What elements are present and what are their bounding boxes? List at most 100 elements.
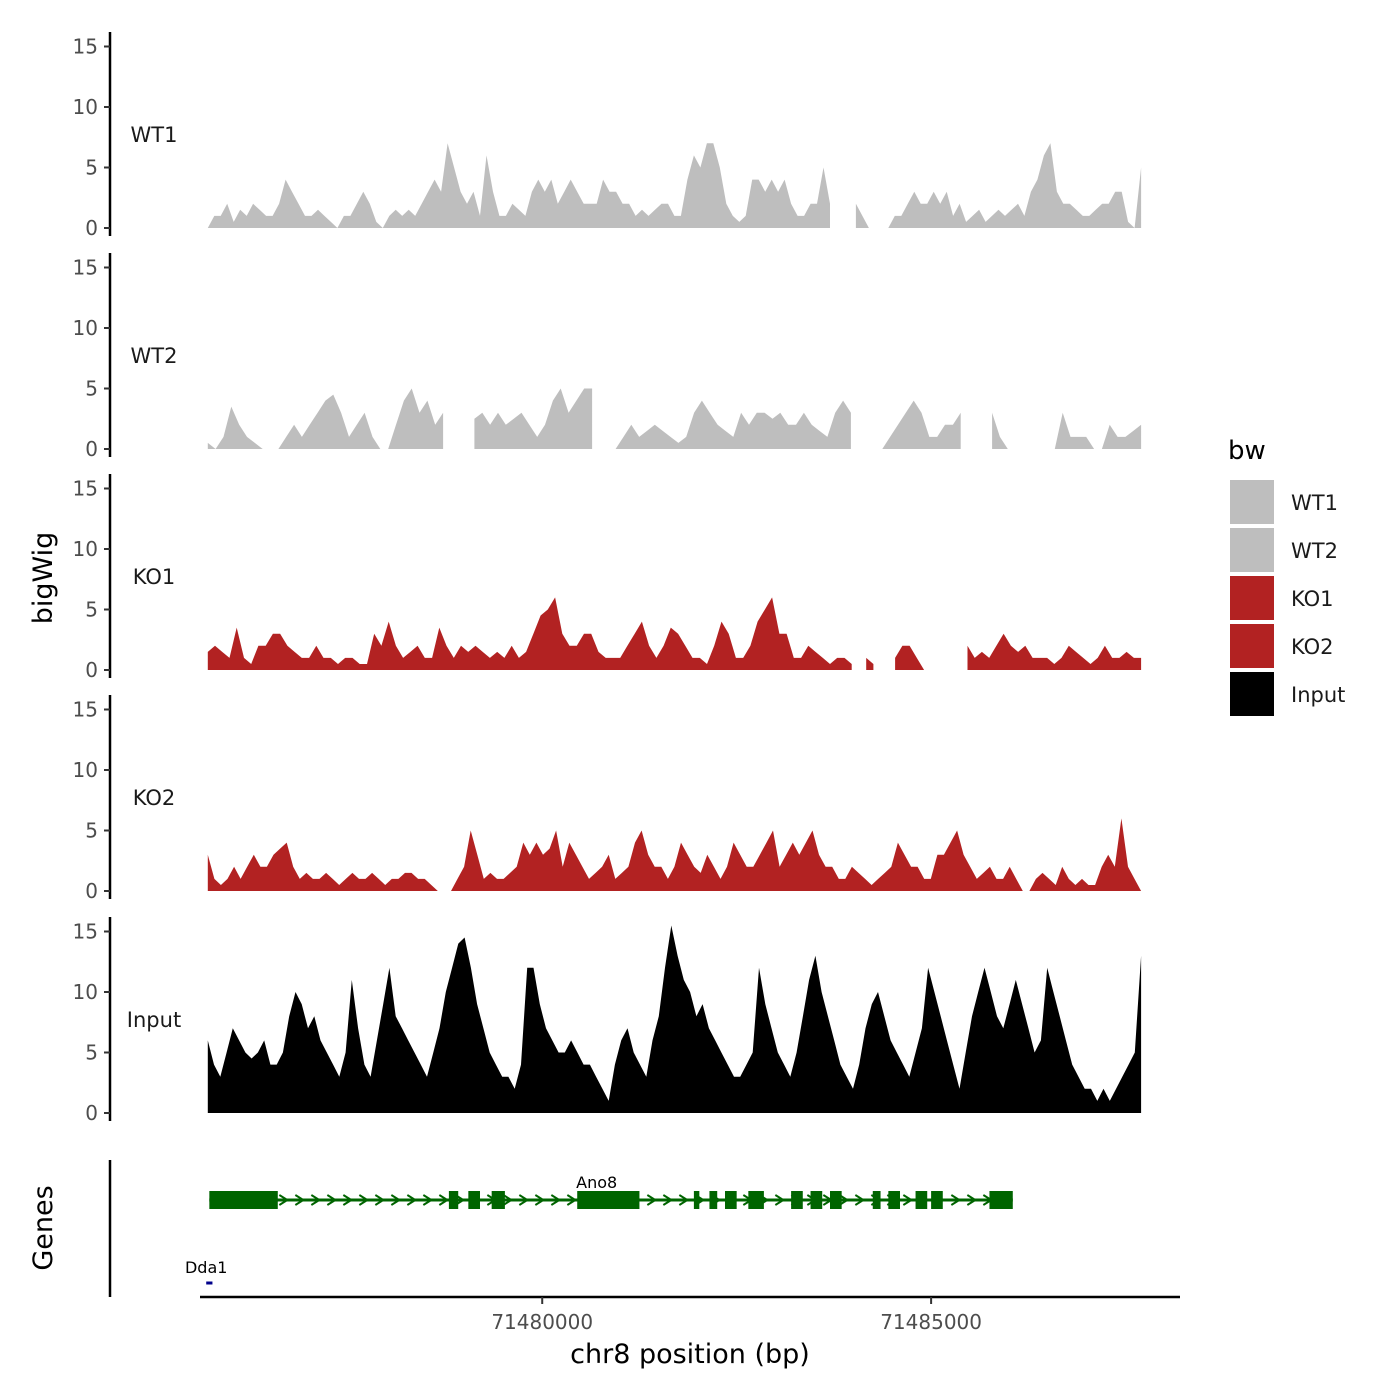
gene-exon <box>491 1191 505 1209</box>
track-ko1: 0 5 10 15 KO1 <box>73 474 1142 682</box>
y-tick-label: 10 <box>73 537 98 561</box>
strand-arrow <box>646 1194 658 1206</box>
legend-key-wt2 <box>1230 528 1274 572</box>
gene-exon <box>791 1191 803 1209</box>
strand-arrow <box>390 1194 402 1206</box>
legend-key-wt1 <box>1230 480 1274 524</box>
genes-axis-title: Genes <box>28 1185 59 1270</box>
y-tick-label: 5 <box>85 377 98 401</box>
gene-exon <box>693 1191 700 1209</box>
y-tick-label: 5 <box>85 819 98 843</box>
legend-key-ko1 <box>1230 576 1274 620</box>
strand-arrow <box>550 1194 562 1206</box>
y-tick-label: 10 <box>73 316 98 340</box>
gene-exon <box>915 1191 928 1209</box>
gene-dda1: Dda1 <box>185 1258 227 1285</box>
strand-arrow <box>966 1194 978 1206</box>
gene-exon <box>448 1191 459 1209</box>
gene-exon <box>468 1191 480 1209</box>
gene-exon <box>709 1191 718 1209</box>
track-input: 0 5 10 15 Input <box>73 917 1142 1125</box>
gene-exon <box>888 1191 900 1209</box>
y-tick-label: 15 <box>73 920 98 944</box>
gene-ano8: Ano8 <box>209 1173 1013 1209</box>
area-input <box>207 925 1142 1113</box>
strand-arrow <box>838 1194 850 1206</box>
strand-arrow <box>774 1194 786 1206</box>
gene-label: Ano8 <box>576 1173 617 1192</box>
legend: bw WT1 WT2 KO1 KO2 Input <box>1228 436 1345 716</box>
y-tick-label: 0 <box>85 658 98 682</box>
y-tick-label: 10 <box>73 980 98 1004</box>
track-label: WT2 <box>131 344 178 368</box>
y-tick-label: 0 <box>85 437 98 461</box>
x-tick-label: 71485000 <box>880 1310 982 1334</box>
tracks-layer: 0 5 10 15 WT1 0 5 10 15 WT2 0 5 10 15 KO1 0 5 10 15 KO2 0 5 10… <box>73 32 1142 1125</box>
strand-arrow <box>678 1194 690 1206</box>
strand-arrow <box>310 1194 322 1206</box>
strand-arrow <box>358 1194 370 1206</box>
gene-exon <box>810 1191 823 1209</box>
strand-arrow <box>342 1194 354 1206</box>
y-tick-label: 15 <box>73 698 98 722</box>
area-ko1 <box>207 597 1142 670</box>
y-tick-label: 5 <box>85 598 98 622</box>
legend-label-ko1: KO1 <box>1291 587 1334 611</box>
gene-exon <box>830 1191 842 1209</box>
y-tick-label: 5 <box>85 1041 98 1065</box>
gene-exon <box>748 1191 764 1209</box>
y-tick-label: 10 <box>73 95 98 119</box>
strand-arrow <box>854 1194 866 1206</box>
gene-exon <box>725 1191 737 1209</box>
legend-label-ko2: KO2 <box>1291 635 1334 659</box>
track-label: KO2 <box>133 786 176 810</box>
y-axis-title: bigWig <box>28 532 59 625</box>
strand-arrow <box>534 1194 546 1206</box>
strand-arrow <box>566 1194 578 1206</box>
strand-arrow <box>662 1194 674 1206</box>
track-label: WT1 <box>131 123 178 147</box>
track-label: Input <box>127 1008 181 1032</box>
genes-panel: Ano8 Dda1 <box>108 1160 1013 1297</box>
strand-arrow <box>326 1194 338 1206</box>
y-tick-label: 10 <box>73 758 98 782</box>
legend-label-wt1: WT1 <box>1291 491 1338 515</box>
strand-arrow <box>438 1194 450 1206</box>
strand-arrow <box>502 1194 514 1206</box>
track-ko2: 0 5 10 15 KO2 <box>73 695 1142 903</box>
strand-arrow <box>294 1194 306 1206</box>
legend-key-input <box>1230 672 1274 716</box>
gene-exon <box>931 1191 943 1209</box>
legend-label-wt2: WT2 <box>1291 539 1338 563</box>
legend-title: bw <box>1228 436 1266 466</box>
track-label: KO1 <box>133 565 176 589</box>
area-wt2 <box>207 388 1142 449</box>
y-tick-label: 5 <box>85 156 98 180</box>
gene-exon <box>209 1191 278 1209</box>
gene-exon <box>872 1191 881 1209</box>
gene-exon <box>577 1191 640 1209</box>
y-tick-label: 15 <box>73 477 98 501</box>
y-tick-label: 15 <box>73 256 98 280</box>
gene-label: Dda1 <box>185 1258 227 1277</box>
strand-arrow <box>374 1194 386 1206</box>
x-axis: 71480000 71485000 <box>200 1295 1180 1334</box>
track-wt1: 0 5 10 15 WT1 <box>73 32 1142 240</box>
strand-arrow <box>422 1194 434 1206</box>
y-tick-label: 0 <box>85 1101 98 1125</box>
y-tick-label: 0 <box>85 216 98 240</box>
legend-label-input: Input <box>1291 683 1345 707</box>
strand-arrow <box>518 1194 530 1206</box>
area-ko2 <box>207 818 1142 891</box>
x-tick-label: 71480000 <box>491 1310 593 1334</box>
strand-arrow <box>950 1194 962 1206</box>
track-wt2: 0 5 10 15 WT2 <box>73 253 1142 461</box>
strand-arrow <box>902 1194 914 1206</box>
y-tick-label: 0 <box>85 879 98 903</box>
area-wt1 <box>207 143 1142 228</box>
x-axis-title: chr8 position (bp) <box>570 1339 810 1370</box>
strand-arrow <box>406 1194 418 1206</box>
legend-key-ko2 <box>1230 624 1274 668</box>
y-tick-label: 15 <box>73 35 98 59</box>
